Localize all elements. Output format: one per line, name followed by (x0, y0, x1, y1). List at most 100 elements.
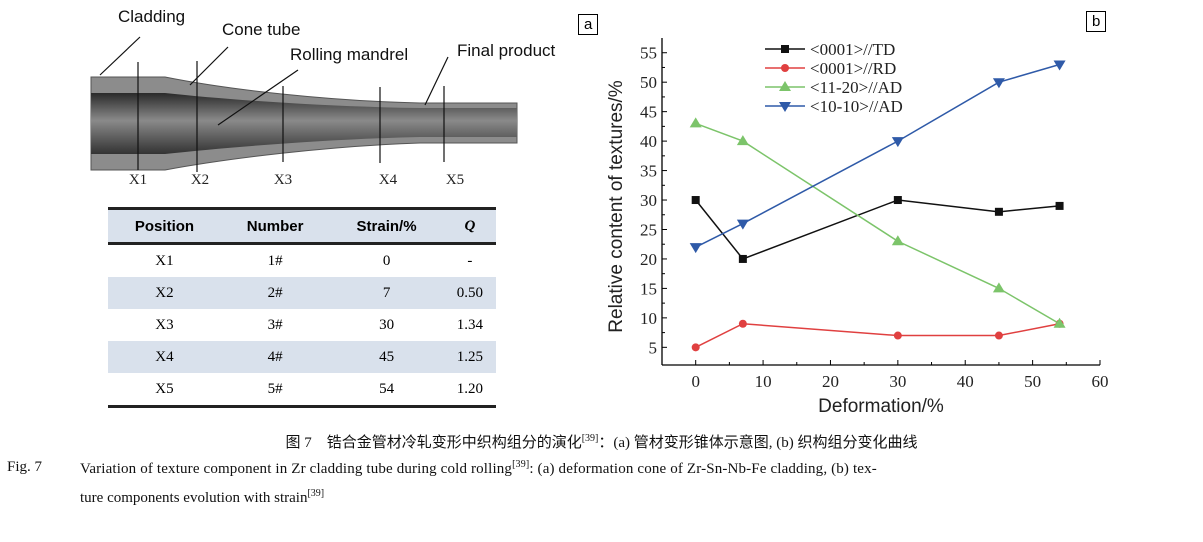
table-cell: X1 (155, 252, 174, 269)
legend-label: <0001>//TD (810, 40, 895, 59)
data-point (994, 331, 1003, 340)
legend-marker (779, 81, 791, 91)
table-cell: 0.50 (443, 277, 496, 309)
table-cell: 30 (379, 316, 395, 333)
label-cone-tube: Cone tube (222, 20, 301, 39)
table-row: X4 4# 45 1.25 (108, 341, 496, 373)
table-cell: X2 (108, 277, 221, 309)
leader-cone-tube (189, 46, 229, 86)
table-row: X2 2# 7 0.50 (108, 277, 496, 309)
data-point (992, 282, 1005, 293)
x-tick-label: 30 (889, 372, 906, 391)
position-label: X5 (445, 172, 465, 188)
legend-label: <10-10>//AD (810, 97, 903, 116)
table-cell: 4# (220, 341, 330, 373)
table-cell: 5# (220, 373, 330, 408)
data-point (738, 319, 747, 328)
table-cell: 7 (329, 277, 444, 309)
x-tick-label: 10 (755, 372, 772, 391)
table-cell: 1# (267, 252, 283, 269)
texture-chart: 5 10 15 20 25 30 35 40 45 50 55 0 10 20 30 40 50 60 Deform… (606, 38, 1109, 417)
caption-en-ref: [39] (512, 459, 530, 470)
data-point (891, 137, 904, 148)
table-cell: 1.34 (456, 316, 484, 333)
table-cell: X5 (108, 373, 221, 408)
data-point (738, 254, 747, 263)
leader-mandrel (217, 69, 299, 126)
y-tick-label: 5 (649, 338, 658, 357)
caption-en-line1: Variation of texture component in Zr cla… (80, 459, 877, 478)
label-rolling-mandrel: Rolling mandrel (290, 45, 409, 64)
data-point (1053, 317, 1066, 328)
caption-en-text: Variation of texture component in Zr cla… (80, 461, 513, 477)
table-cell: X4 (108, 341, 221, 373)
y-tick-label: 20 (640, 250, 657, 269)
series-line (695, 199, 1060, 260)
y-tick-label: 55 (640, 44, 657, 63)
tube-diagram (90, 36, 518, 172)
table-cell: 0 (382, 252, 391, 269)
data-point (992, 78, 1005, 89)
label-cladding: Cladding (118, 7, 186, 26)
data-point (691, 343, 700, 352)
data-point (736, 219, 749, 230)
data-point (691, 196, 700, 205)
caption-en-line2: ture components evolution with strain[39… (80, 488, 324, 507)
position-label: X3 (273, 172, 293, 188)
header-number: Number (220, 207, 330, 245)
x-tick-label: 50 (1024, 372, 1041, 391)
series-0 (695, 199, 1060, 260)
data-point (891, 235, 904, 246)
x-tick-label: 60 (1092, 372, 1109, 391)
y-tick-label: 10 (640, 309, 657, 328)
data-point (1053, 60, 1066, 71)
y-tick-label: 45 (640, 103, 657, 122)
table-row: X3 3# 30 1.34 (108, 309, 496, 341)
table-cell: 54 (329, 373, 444, 408)
table-row: X1 1# 0 - (108, 244, 496, 278)
series-line (695, 322, 1060, 348)
x-tick-label: 20 (822, 372, 839, 391)
x-axis-label: Deformation/% (818, 396, 944, 417)
table-cell: 2# (220, 277, 330, 309)
header-q: Q (443, 207, 496, 245)
position-label: X2 (190, 172, 210, 188)
legend-marker (779, 102, 791, 112)
caption-zh-rest: ：(a) 管材变形锥体示意图, (b) 织构组分变化曲线 (598, 435, 918, 451)
data-point (994, 207, 1003, 216)
caption-zh: 图 7 锆合金管材冷轧变形中织构组分的演化[39]：(a) 管材变形锥体示意图,… (0, 431, 1203, 452)
data-point (689, 117, 702, 128)
table-row: X5 5# 54 1.20 (108, 373, 496, 408)
legend-marker (781, 45, 789, 53)
series-1 (695, 322, 1060, 348)
data-point (736, 135, 749, 146)
data-point (689, 243, 702, 254)
legend-label: <0001>//RD (810, 59, 896, 78)
y-tick-label: 15 (640, 279, 657, 298)
caption-en-label: Fig. 7 (7, 459, 43, 475)
caption-en-ref2: [39] (307, 488, 325, 499)
y-tick-label: 35 (640, 162, 657, 181)
y-tick-label: 30 (640, 191, 657, 210)
data-point (1055, 201, 1064, 210)
data-point (893, 196, 902, 205)
caption-zh-text: 图 7 锆合金管材冷轧变形中织构组分的演化 (285, 435, 582, 451)
caption-en-text2: ture components evolution with strain (80, 490, 308, 506)
position-label: X4 (378, 172, 398, 188)
panel-b-tag: b (1086, 11, 1107, 32)
x-tick-label: 40 (957, 372, 974, 391)
table-cell: 1.20 (443, 373, 496, 408)
strain-table: Position Number Strain/% Q X1 1# 0 - X2 2# 7 0.… (108, 207, 496, 408)
table-cell: X3 (155, 316, 174, 333)
legend-marker (781, 64, 789, 72)
caption-en-rest: : (a) deformation cone of Zr-Sn-Nb-Fe cl… (529, 461, 877, 477)
position-label: X1 (128, 172, 148, 188)
caption-zh-ref: [39] (581, 433, 599, 444)
table-cell: 45 (329, 341, 444, 373)
y-tick-label: 25 (640, 220, 657, 239)
x-tick-label: 0 (691, 372, 700, 391)
table-cell: 3# (267, 316, 283, 333)
y-tick-label: 40 (640, 132, 657, 151)
label-final-product: Final product (457, 41, 556, 60)
